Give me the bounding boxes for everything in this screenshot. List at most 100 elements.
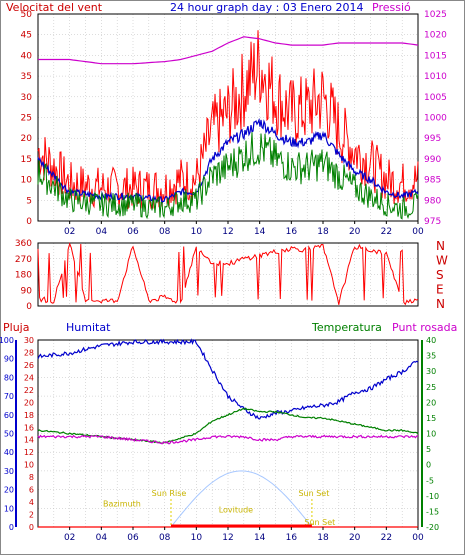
humidity-label: Humitat — [66, 321, 111, 334]
humidity-tick-label: 40 — [4, 448, 14, 457]
x-tick-label: 00 — [412, 533, 424, 543]
y-right-tick-label: 1005 — [424, 93, 447, 103]
x-tick-label: 02 — [64, 533, 75, 543]
temperature-tick-label: 40 — [426, 336, 436, 345]
rain-tick-label: 8 — [29, 473, 34, 482]
x-tick-label: 08 — [159, 227, 171, 237]
sun-azimuth-label: Bazimuth — [103, 499, 141, 508]
y-left-tick-label: 45 — [21, 31, 32, 41]
wind-pressure-panel: 5045403530252015105010251020101510101005… — [21, 10, 448, 237]
x-tick-label: 12 — [222, 227, 233, 237]
sun-altitude-label: Lovitude — [219, 506, 253, 515]
wind-direction-line — [37, 242, 419, 306]
sun-rise-label: Sun Rise — [152, 489, 187, 498]
rain-tick-label: 2 — [29, 511, 34, 520]
x-tick-label: 00 — [412, 227, 424, 237]
temperature-tick-label: 15 — [426, 414, 436, 423]
rain-tick-label: 10 — [24, 461, 34, 470]
y-right-tick-label: 985 — [424, 176, 441, 186]
pressure-line — [38, 36, 419, 65]
y-left-tick-label: 10 — [21, 176, 33, 186]
dew-point-line — [37, 434, 419, 445]
y-tick-label: 270 — [15, 255, 32, 265]
compass-label: N — [436, 239, 445, 253]
y-right-tick-label: 1025 — [424, 10, 447, 20]
y-right-tick-label: 980 — [424, 196, 441, 206]
temperature-tick-label: -15 — [426, 507, 439, 516]
rain-tick-label: 22 — [24, 386, 34, 395]
sun-set-label-bottom: Sun Set — [304, 518, 335, 527]
y-tick-label: 180 — [15, 271, 32, 281]
x-tick-label: 20 — [349, 533, 361, 543]
x-tick-label: 22 — [381, 227, 392, 237]
x-tick-label: 06 — [127, 227, 139, 237]
rain-label: Pluja — [3, 321, 29, 334]
x-tick-label: 04 — [96, 533, 108, 543]
sun-set-label: Sun Set — [298, 489, 329, 498]
humidity-tick-label: 60 — [4, 411, 14, 420]
x-tick-label: 08 — [159, 533, 171, 543]
rain-tick-label: 12 — [24, 448, 34, 457]
humidity-tick-label: 90 — [4, 355, 14, 364]
temperature-label: Temperatura — [311, 321, 382, 334]
y-right-tick-label: 995 — [424, 134, 441, 144]
y-left-tick-label: 50 — [21, 10, 33, 20]
y-left-tick-label: 30 — [21, 93, 33, 103]
graph-title: 24 hour graph day : 03 Enero 2014 — [170, 1, 364, 14]
y-right-tick-label: 1015 — [424, 51, 447, 61]
x-tick-label: 16 — [286, 227, 298, 237]
temperature-tick-label: 5 — [426, 445, 431, 454]
y-right-tick-label: 1000 — [424, 114, 447, 124]
dew-point-label: Punt rosada — [392, 321, 457, 334]
x-tick-label: 18 — [317, 533, 329, 543]
y-right-tick-label: 975 — [424, 217, 441, 227]
humidity-tick-label: 100 — [0, 336, 14, 345]
rain-tick-label: 18 — [24, 411, 34, 420]
x-tick-label: 14 — [254, 227, 266, 237]
rain-tick-label: 24 — [24, 373, 34, 382]
pressure-label: Pressió — [372, 1, 411, 14]
rain-tick-label: 14 — [24, 436, 34, 445]
sun-altitude-arc — [170, 470, 313, 528]
x-tick-label: 04 — [96, 227, 108, 237]
temperature-tick-label: -20 — [426, 523, 439, 532]
compass-label: E — [436, 283, 444, 297]
y-left-tick-label: 15 — [21, 155, 32, 165]
x-tick-label: 20 — [349, 227, 361, 237]
x-tick-label: 06 — [127, 533, 139, 543]
x-tick-label: 10 — [191, 227, 203, 237]
y-left-tick-label: 40 — [21, 51, 33, 61]
humidity-tick-label: 80 — [4, 373, 14, 382]
humidity-tick-label: 0 — [9, 523, 14, 532]
humidity-tick-label: 20 — [4, 486, 14, 495]
y-left-tick-label: 35 — [21, 72, 32, 82]
x-tick-label: 16 — [286, 533, 298, 543]
humidity-tick-label: 70 — [4, 392, 14, 401]
temperature-tick-label: -5 — [426, 476, 434, 485]
rain-tick-label: 6 — [29, 486, 34, 495]
temperature-tick-label: -10 — [426, 492, 439, 501]
x-axis-panel1: 02 04 06 08 10 12 14 16 18 20 22 00 — [64, 221, 424, 237]
rain-tick-label: 30 — [24, 336, 34, 345]
compass-label: W — [436, 254, 448, 268]
temperature-tick-label: 20 — [426, 398, 436, 407]
rain-tick-label: 4 — [29, 498, 34, 507]
rain-tick-label: 26 — [24, 361, 34, 370]
x-tick-label: 14 — [254, 533, 266, 543]
x-tick-label: 10 — [191, 533, 203, 543]
x-tick-label: 12 — [222, 533, 233, 543]
temperature-line — [37, 407, 419, 444]
x-tick-label: 02 — [64, 227, 75, 237]
y-left-tick-label: 25 — [21, 114, 32, 124]
humidity-temperature-panel: 1009080706050403020100302826242220181614… — [0, 336, 439, 543]
compass-label: N — [436, 297, 445, 311]
compass-label: S — [436, 268, 444, 282]
temperature-tick-label: 10 — [426, 430, 436, 439]
temperature-tick-label: 25 — [426, 383, 436, 392]
temperature-tick-label: 0 — [426, 461, 431, 470]
humidity-tick-label: 50 — [4, 430, 14, 439]
y-right-tick-label: 1020 — [424, 31, 447, 41]
y-left-tick-label: 0 — [26, 217, 32, 227]
